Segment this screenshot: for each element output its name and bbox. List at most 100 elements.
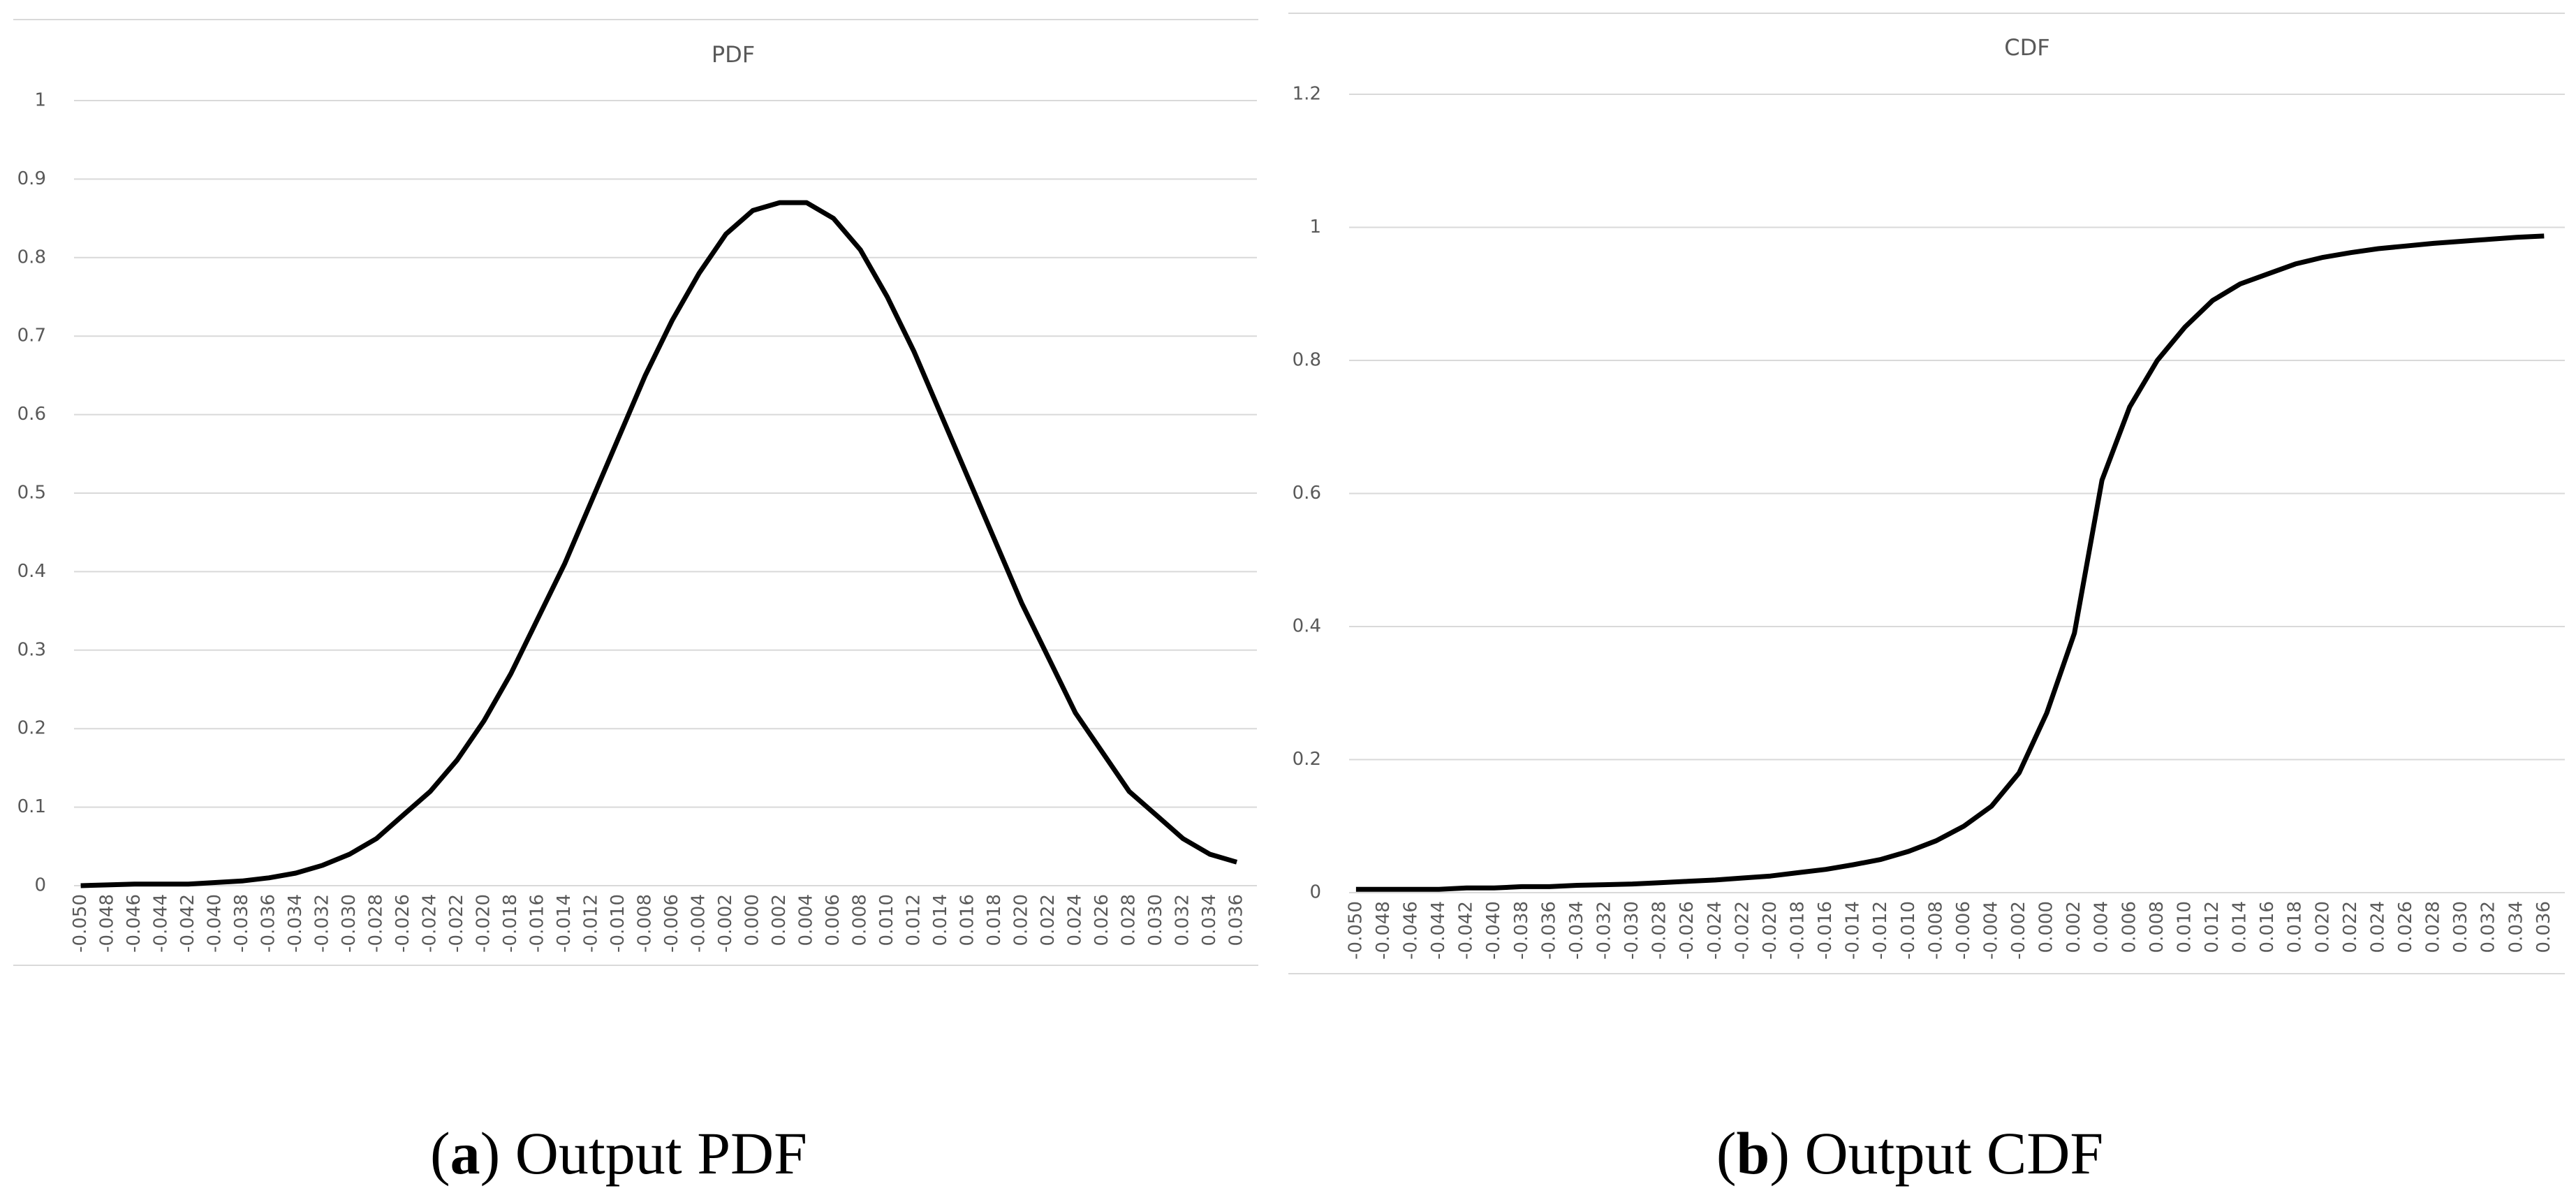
x-tick-label: -0.026 (1677, 901, 1698, 960)
x-tick-label: 0.036 (1226, 894, 1247, 946)
caption-part: ) Output PDF (480, 1120, 807, 1187)
x-tick-label: -0.040 (1483, 901, 1504, 960)
x-tick-label: -0.024 (420, 894, 441, 953)
y-tick-label: 1 (1309, 217, 1321, 237)
x-tick-label: 0.010 (2174, 901, 2195, 953)
x-tick-label: -0.050 (70, 894, 91, 953)
y-tick-label: 0.8 (1293, 350, 1321, 371)
chart-title: PDF (712, 41, 755, 68)
x-tick-label: 0.036 (2533, 901, 2554, 953)
y-tick-label: 0.1 (17, 796, 46, 817)
x-tick-label: 0.022 (1038, 894, 1059, 946)
x-tick-label: -0.004 (1980, 901, 2001, 960)
x-tick-label: 0.006 (823, 894, 844, 946)
x-tick-label: -0.014 (554, 894, 575, 953)
y-tick-label: 0 (34, 875, 46, 896)
x-tick-label: 0.002 (2063, 901, 2084, 953)
x-tick-label: 0.012 (2202, 901, 2223, 953)
x-tick-label: -0.002 (715, 894, 736, 953)
x-tick-label: -0.038 (1511, 901, 1532, 960)
y-tick-label: 0.6 (17, 404, 46, 425)
x-tick-label: 0.008 (850, 894, 871, 946)
x-tick-label: -0.012 (1870, 901, 1891, 960)
y-tick-label: 0.5 (17, 483, 46, 504)
x-tick-label: 0.010 (876, 894, 897, 946)
x-tick-label: 0.002 (769, 894, 790, 946)
x-tick-label: -0.002 (2008, 901, 2029, 960)
x-tick-label: 0.024 (2367, 901, 2388, 953)
x-tick-label: 0.028 (1119, 894, 1140, 946)
x-tick-label: 0.000 (2036, 901, 2057, 953)
chart-title: CDF (2004, 34, 2049, 61)
y-tick-label: 0.8 (17, 247, 46, 268)
x-tick-label: -0.034 (285, 894, 306, 953)
x-tick-label: -0.032 (312, 894, 333, 953)
x-tick-label: 0.006 (2119, 901, 2140, 953)
x-tick-label: 0.034 (1199, 894, 1220, 946)
x-tick-label: -0.030 (339, 894, 360, 953)
x-tick-label: -0.016 (527, 894, 548, 953)
y-tick-label: 0.4 (17, 561, 46, 582)
x-tick-label: 0.014 (2230, 901, 2251, 953)
caption-part: ( (430, 1120, 450, 1187)
x-tick-label: -0.048 (97, 894, 118, 953)
y-tick-label: 1.2 (1293, 84, 1321, 105)
x-tick-label: -0.018 (500, 894, 521, 953)
y-tick-label: 0.2 (17, 718, 46, 739)
x-tick-label: 0.018 (2285, 901, 2306, 953)
x-tick-label: -0.012 (581, 894, 602, 953)
y-tick-label: 0.2 (1293, 749, 1321, 770)
caption: (b) Output CDF (1716, 1120, 2103, 1187)
x-tick-label: -0.050 (1345, 901, 1366, 960)
x-tick-label: -0.022 (1732, 901, 1753, 960)
x-tick-label: -0.046 (124, 894, 145, 953)
x-tick-label: -0.026 (392, 894, 413, 953)
x-tick-label: -0.014 (1843, 901, 1864, 960)
y-tick-label: 0.6 (1293, 483, 1321, 504)
caption-label: a (450, 1120, 480, 1187)
x-tick-label: -0.008 (1925, 901, 1946, 960)
x-tick-label: 0.030 (1145, 894, 1166, 946)
y-tick-label: 0.4 (1293, 616, 1321, 637)
x-tick-label: 0.022 (2340, 901, 2361, 953)
line (1355, 233, 2545, 892)
x-tick-label: -0.044 (151, 894, 172, 953)
x-tick-label: -0.010 (608, 894, 628, 953)
x-tick-label: -0.006 (1953, 901, 1974, 960)
x-tick-label: -0.036 (1538, 901, 1559, 960)
x-tick-label: 0.028 (2423, 901, 2444, 953)
x-tick-label: 0.024 (1065, 894, 1086, 946)
x-tick-label: -0.020 (473, 894, 494, 953)
x-tick-label: 0.032 (2478, 901, 2499, 953)
x-tick-label: 0.030 (2450, 901, 2471, 953)
x-tick-label: -0.008 (635, 894, 656, 953)
caption-label: b (1736, 1120, 1769, 1187)
y-tick-label: 0.7 (17, 325, 46, 346)
x-tick-label: -0.036 (258, 894, 279, 953)
x-tick-label: -0.016 (1815, 901, 1836, 960)
x-tick-label: -0.010 (1898, 901, 1919, 960)
x-tick-label: 0.012 (904, 894, 925, 946)
x-tick-label: -0.024 (1705, 901, 1725, 960)
x-tick-label: -0.048 (1373, 901, 1394, 960)
x-tick-label: 0.016 (2257, 901, 2278, 953)
x-tick-label: -0.030 (1621, 901, 1642, 960)
x-tick-label: -0.028 (1649, 901, 1670, 960)
x-tick-label: 0.032 (1172, 894, 1193, 946)
x-tick-label: 0.020 (1011, 894, 1032, 946)
x-tick-label: -0.006 (661, 894, 682, 953)
x-tick-label: 0.000 (742, 894, 763, 946)
x-tick-label: 0.016 (957, 894, 978, 946)
caption-part: ( (1716, 1120, 1737, 1187)
x-tick-label: -0.020 (1760, 901, 1781, 960)
caption: (a) Output PDF (430, 1120, 807, 1187)
x-tick-label: 0.034 (2505, 901, 2526, 953)
x-tick-label: 0.020 (2312, 901, 2333, 953)
x-tick-label: 0.008 (2147, 901, 2167, 953)
x-tick-label: -0.044 (1428, 901, 1449, 960)
caption-part: ) Output CDF (1769, 1120, 2103, 1187)
y-tick-label: 1 (34, 90, 46, 111)
line (80, 200, 1238, 888)
x-tick-label: -0.032 (1594, 901, 1615, 960)
